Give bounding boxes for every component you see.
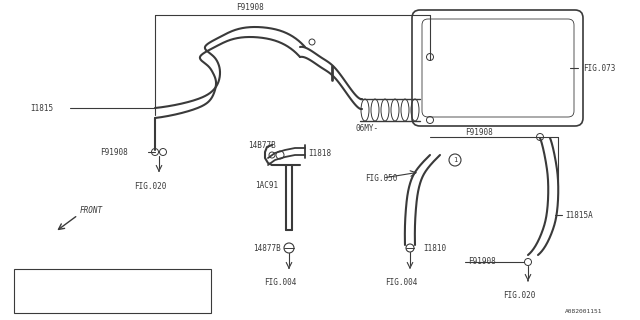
Text: I1815: I1815 (30, 103, 53, 113)
Text: FIG.050: FIG.050 (365, 173, 397, 182)
Text: 14877B: 14877B (253, 244, 281, 252)
Text: FIG.073: FIG.073 (583, 63, 616, 73)
FancyBboxPatch shape (14, 269, 211, 313)
Text: 1: 1 (24, 288, 28, 294)
Circle shape (20, 285, 32, 297)
Text: 14B77B: 14B77B (248, 140, 276, 149)
Text: A082001151: A082001151 (565, 309, 602, 314)
Text: I1818: I1818 (308, 148, 331, 157)
Text: I1810: I1810 (423, 244, 446, 252)
Text: FIG.020: FIG.020 (503, 291, 535, 300)
Text: FIG.004: FIG.004 (385, 278, 417, 287)
Text: FIG.004: FIG.004 (264, 278, 296, 287)
Text: F91908: F91908 (465, 128, 493, 137)
Text: 06MY-: 06MY- (355, 124, 378, 132)
Text: FIG.020: FIG.020 (134, 182, 166, 191)
Text: 1: 1 (453, 157, 457, 163)
Text: FRONT: FRONT (80, 205, 103, 214)
Text: 1AC91: 1AC91 (255, 180, 278, 189)
Text: F91908: F91908 (468, 258, 496, 267)
Text: F91908: F91908 (100, 148, 128, 156)
Text: I1815A: I1815A (565, 211, 593, 220)
Text: 1AC881 <'06MY0504->: 1AC881 <'06MY0504-> (40, 299, 121, 305)
Text: F91908: F91908 (236, 3, 264, 12)
Text: 1AC76  <-'05MY0505>: 1AC76 <-'05MY0505> (40, 278, 121, 284)
